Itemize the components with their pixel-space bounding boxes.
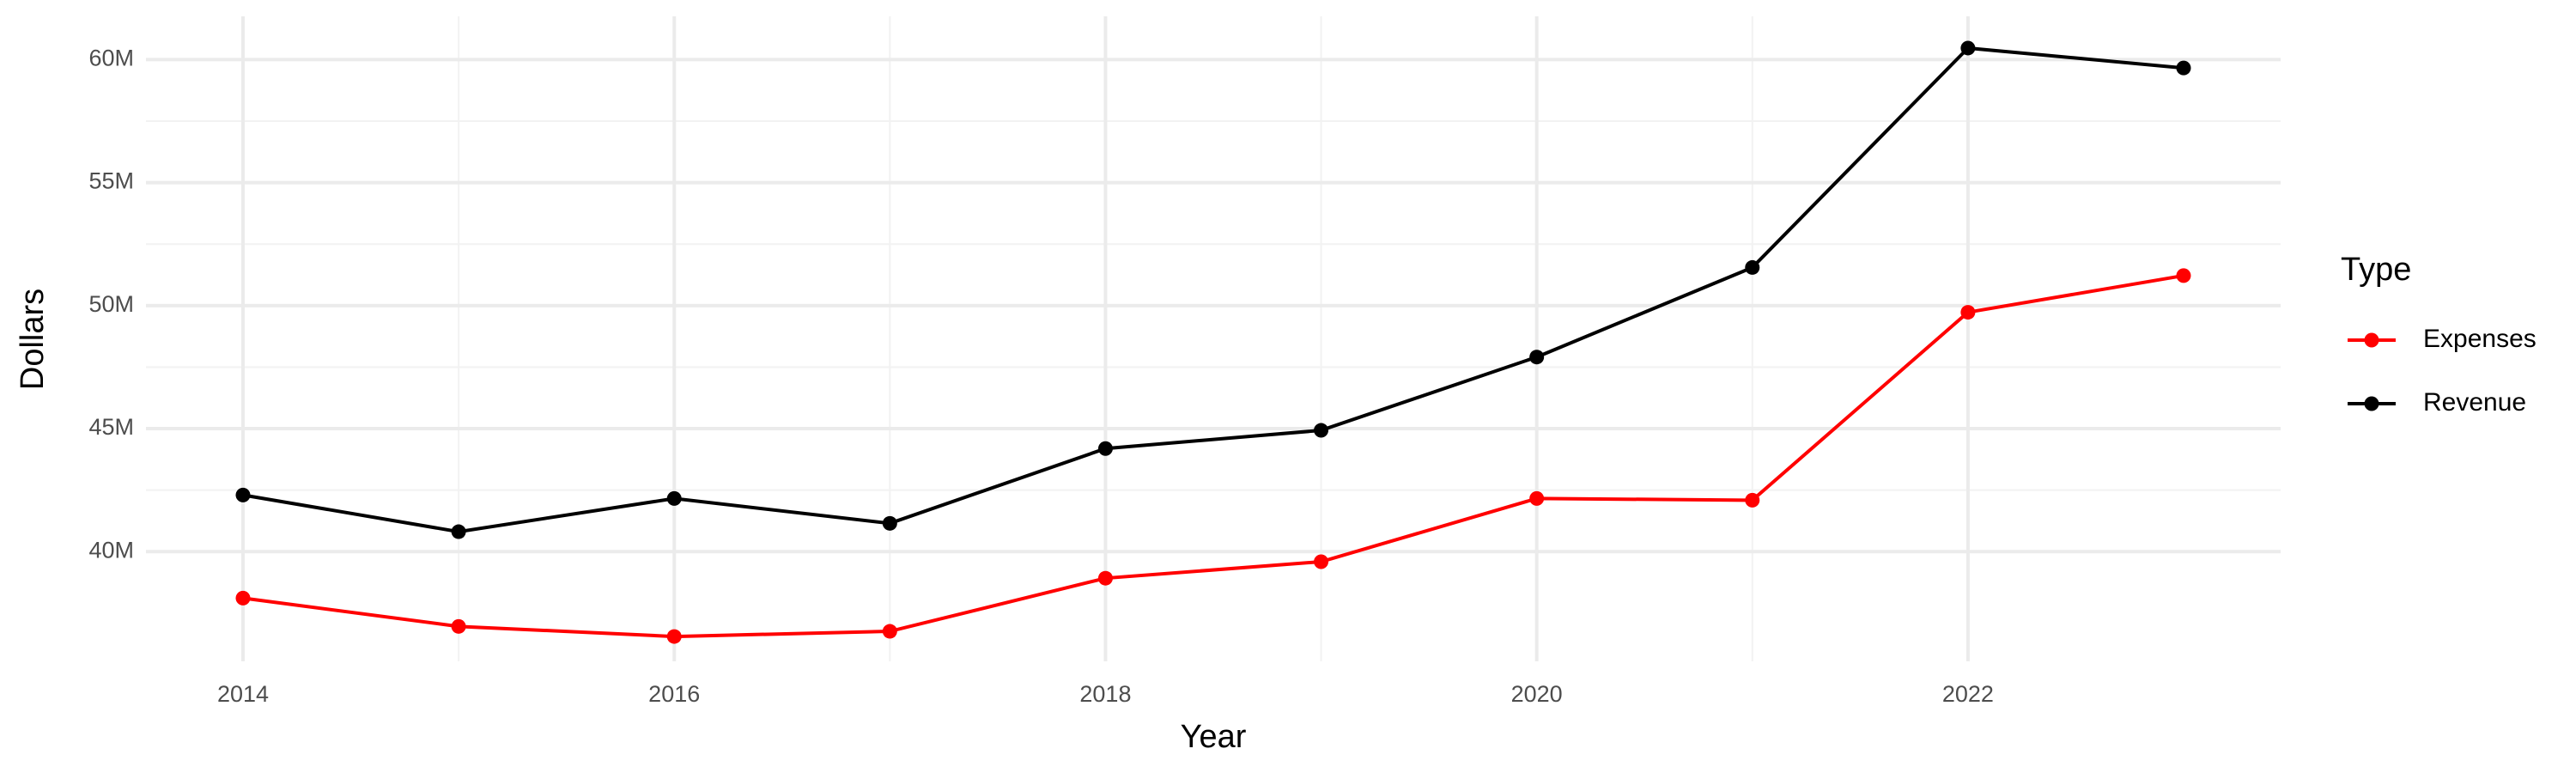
point [235,487,251,502]
y-tick-label: 45M [88,414,134,440]
x-tick-label: 2014 [217,681,269,707]
point [2176,268,2191,283]
point [1745,492,1760,508]
point [882,515,897,531]
x-tick-label: 2016 [648,681,700,707]
series-line [242,273,2184,639]
y-tick-label: 55M [88,168,134,194]
point [1529,490,1545,506]
point [1529,350,1545,365]
point [1314,554,1329,569]
point [1314,423,1329,438]
point [235,590,251,606]
legend-label: Revenue [2423,388,2526,417]
series-line [242,46,2184,534]
point [2176,60,2191,76]
x-tick-label: 2020 [1511,681,1563,707]
point [1960,40,1976,56]
y-tick-label: 60M [88,46,134,71]
point [1745,259,1760,275]
x-tick-label: 2022 [1942,681,1994,707]
x-tick-label: 2018 [1079,681,1131,707]
point [451,618,466,634]
y-axis-title: Dollars [15,289,51,390]
point [666,490,682,506]
point [666,629,682,644]
y-tick-label: 50M [88,291,134,317]
x-axis-title: Year [1181,719,1247,755]
legend-label: Expenses [2423,325,2537,353]
y-tick-label: 40M [88,537,134,563]
legend-key-point [2364,396,2379,411]
point [882,624,897,639]
point [1097,441,1113,456]
legend-key-point [2364,332,2379,348]
legend-title: Type [2341,252,2411,288]
point [451,524,466,539]
point [1960,305,1976,320]
point [1097,570,1113,586]
